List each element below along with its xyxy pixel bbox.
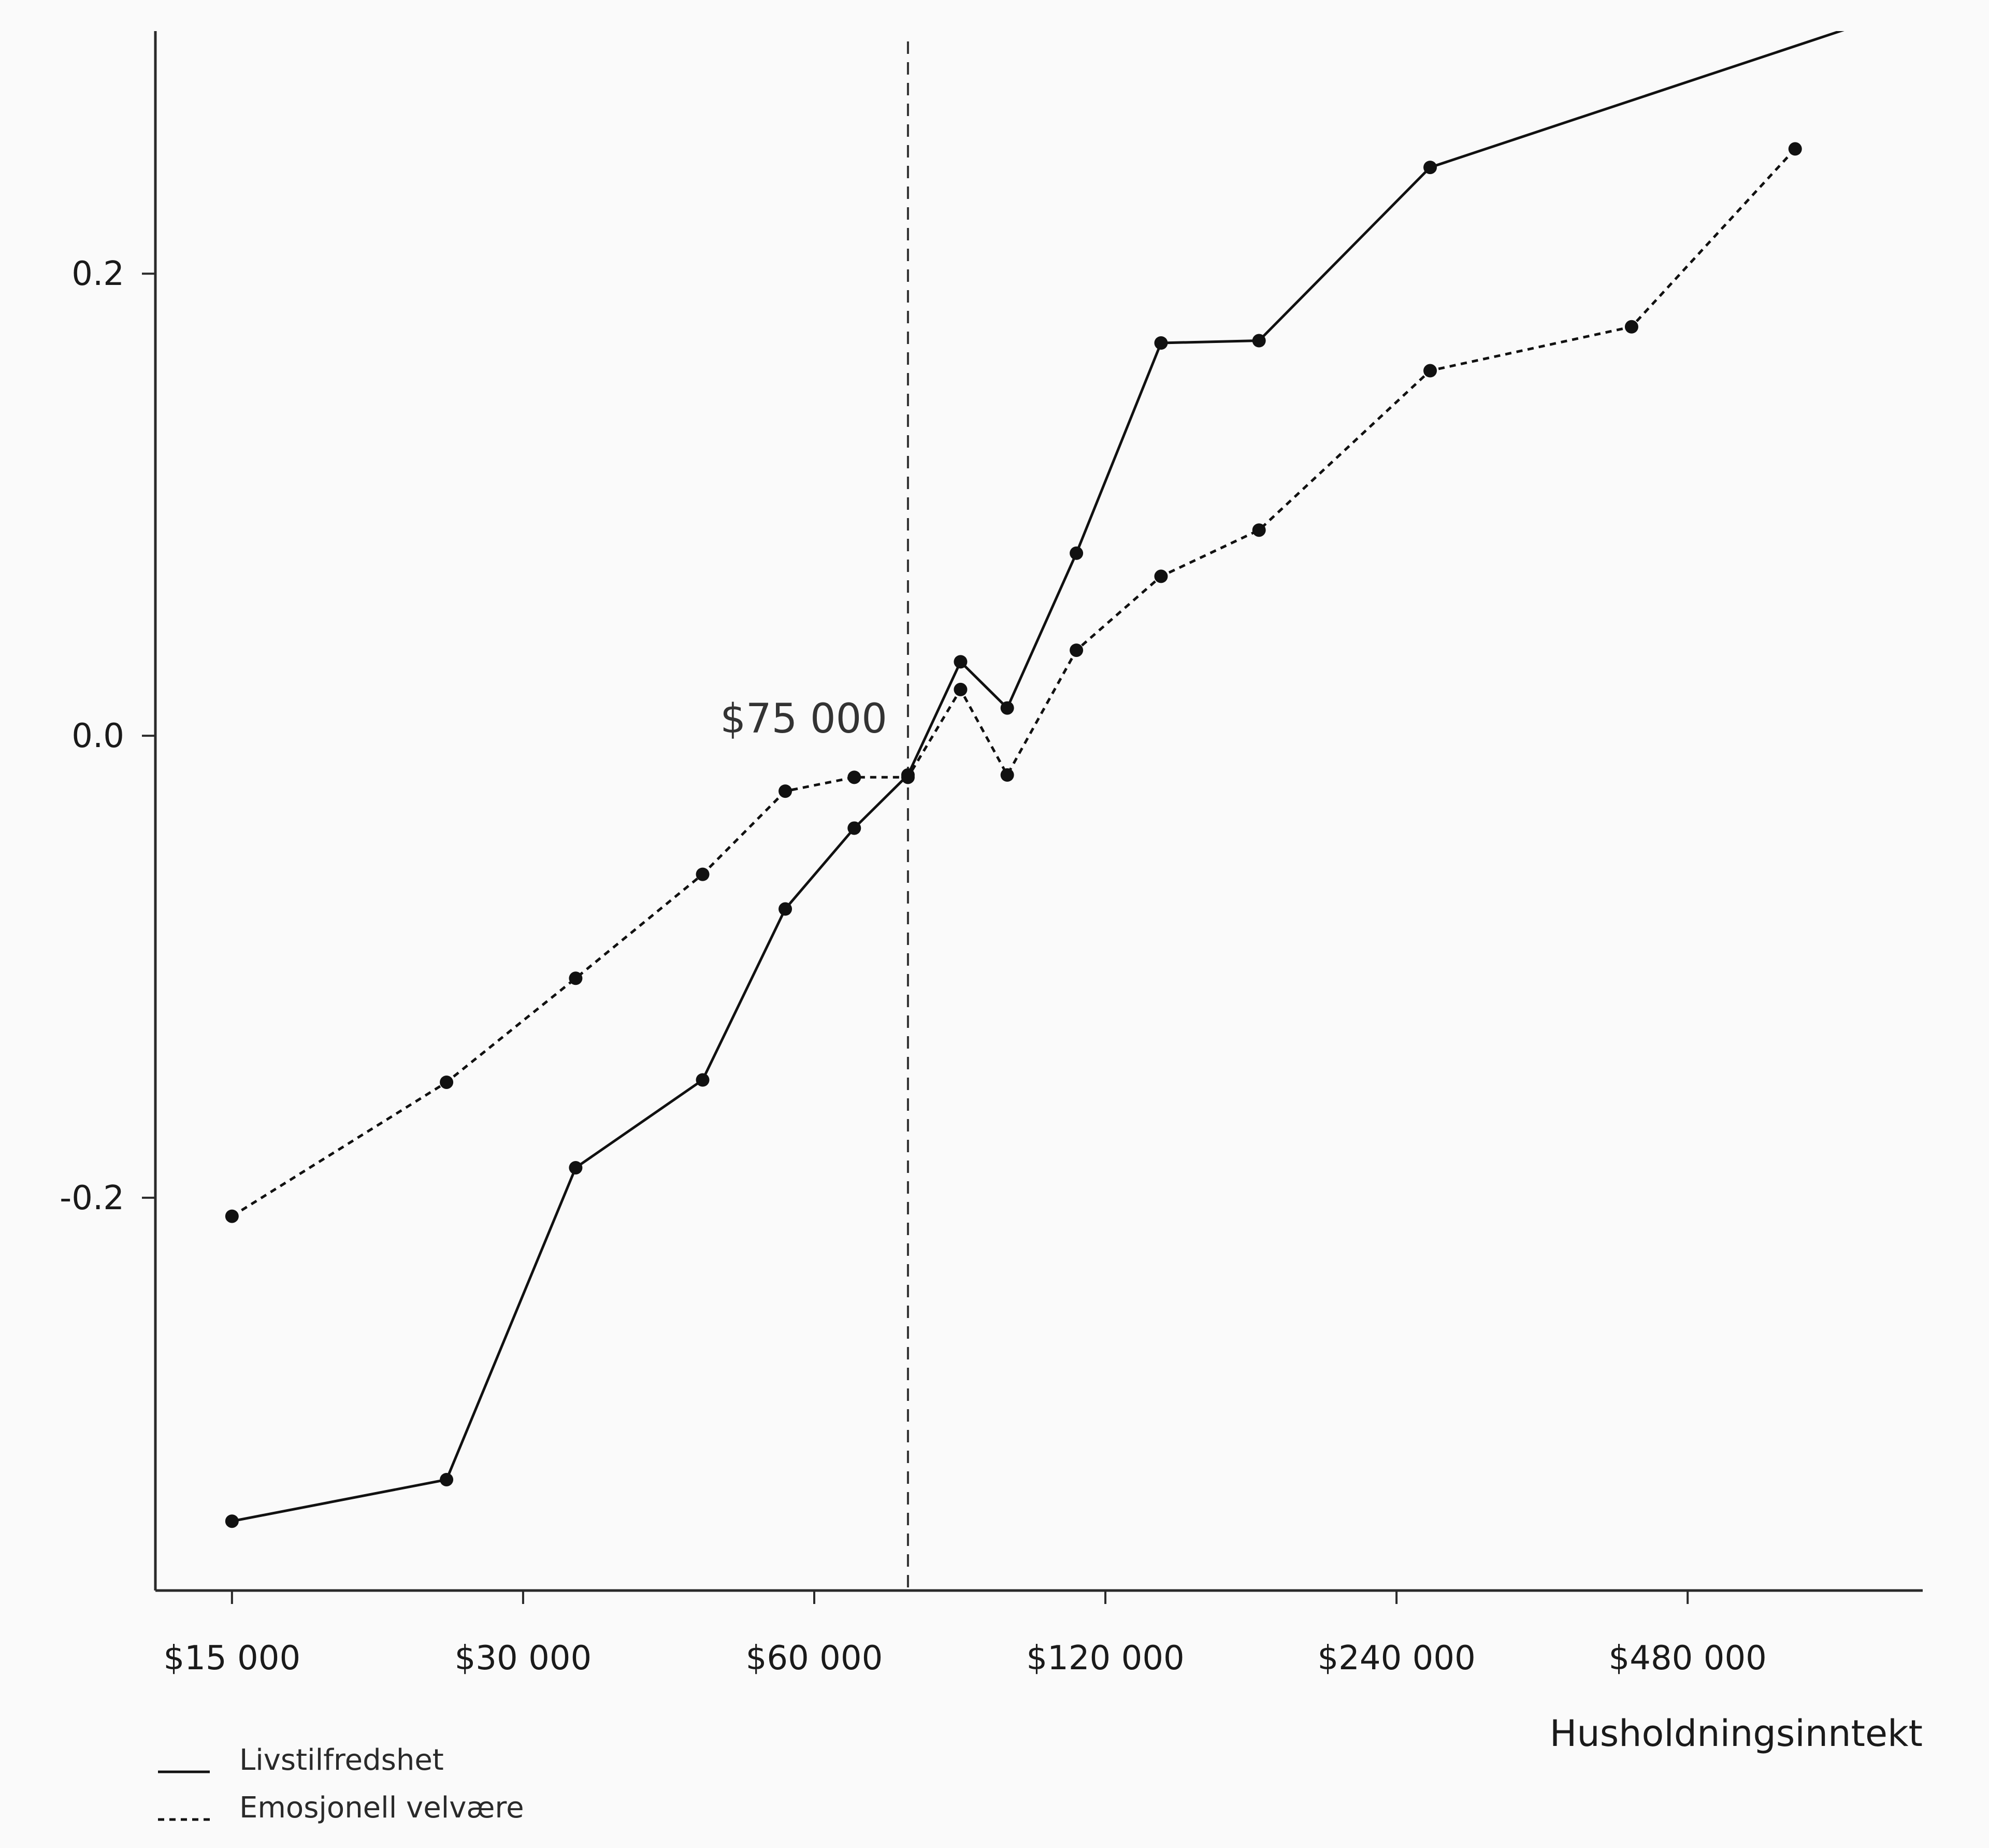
x-tick-label: $15 000 [164, 1639, 301, 1678]
data-point [1624, 320, 1638, 334]
y-tick-label: 0.2 [71, 255, 124, 293]
data-point [1070, 546, 1084, 560]
legend-label: Livstilfredshet [239, 1743, 444, 1777]
x-tick-label: $30 000 [455, 1639, 592, 1678]
data-point [1154, 569, 1168, 583]
data-point [779, 902, 792, 916]
x-tick-label: $120 000 [1026, 1639, 1184, 1678]
data-point [1000, 701, 1014, 715]
x-axis-label: Husholdningsinntekt [1550, 1712, 1923, 1755]
data-point [1423, 364, 1437, 378]
data-point [1070, 643, 1084, 657]
y-tick-label: -0.2 [60, 1179, 124, 1217]
data-point [954, 655, 968, 669]
legend-label: Emosjonell velvære [239, 1791, 524, 1825]
data-point [1000, 768, 1014, 782]
series-line [232, 31, 1844, 1523]
data-point [847, 770, 861, 784]
x-tick-label: $60 000 [746, 1639, 883, 1678]
data-point [1154, 336, 1168, 350]
reference-annotation: $75 000 [720, 696, 887, 742]
data-point [569, 1161, 583, 1174]
data-point [1252, 523, 1266, 537]
data-point [847, 821, 861, 835]
data-point [1252, 334, 1266, 348]
data-point [1788, 142, 1802, 156]
series-1 [225, 31, 1844, 1528]
data-point [901, 770, 915, 784]
data-point [440, 1075, 454, 1089]
data-point [225, 1514, 239, 1528]
data-point [225, 1209, 239, 1223]
y-tick-label: 0.0 [71, 717, 124, 755]
x-tick-label: $240 000 [1317, 1639, 1475, 1678]
data-point [954, 682, 968, 696]
data-point [1423, 161, 1437, 175]
legend: Livstilfredshet Emosjonell velvære [158, 1743, 524, 1825]
axis-layer: $15 000 $30 000 $60 000 $120 000 $240 000 $48… [60, 31, 1923, 1678]
reference-layer: $75 000 [720, 41, 909, 1591]
data-point [696, 1073, 710, 1087]
series-layer [225, 31, 1844, 1528]
data-point [569, 971, 583, 985]
data-point [696, 867, 710, 881]
series-2 [225, 142, 1802, 1223]
data-point [440, 1472, 454, 1486]
x-tick-label: $480 000 [1609, 1639, 1767, 1678]
data-point [779, 784, 792, 798]
